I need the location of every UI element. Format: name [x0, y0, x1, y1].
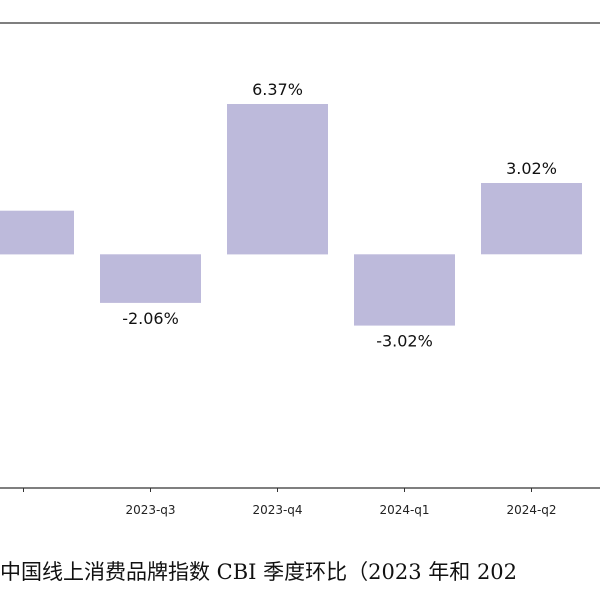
data-label: 6.37%: [252, 80, 303, 99]
data-label: -2.06%: [122, 309, 179, 328]
x-tick-label: 2024-q2: [506, 503, 556, 517]
chart-title: 中国线上消费品牌指数 CBI 季度环比（2023 年和 202: [0, 558, 600, 586]
bar-2023-q3: [100, 254, 201, 303]
bar-2023-q4: [227, 104, 328, 254]
bars-layer: [0, 104, 600, 326]
bar-2023-q2: [0, 211, 74, 255]
x-tick-label: 2023-q4: [252, 503, 302, 517]
x-tick-label: 2024-q1: [379, 503, 429, 517]
data-label: 3.02%: [506, 159, 557, 178]
bar-2024-q1: [354, 254, 455, 325]
bar-2024-q2: [481, 183, 582, 254]
data-label: -3.02%: [376, 332, 433, 351]
x-tick-label: 2023-q3: [125, 503, 175, 517]
